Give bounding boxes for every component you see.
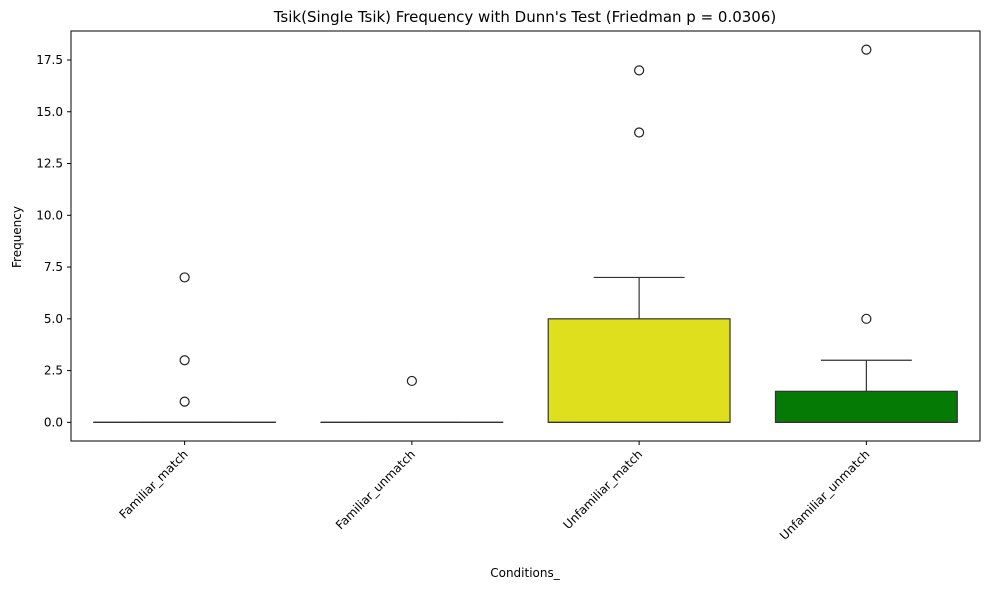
y-tick-label: 7.5 — [44, 260, 63, 274]
y-tick-label: 12.5 — [36, 157, 63, 171]
outlier-point — [179, 355, 190, 366]
outlier-point — [861, 313, 872, 324]
y-tick-label: 17.5 — [36, 53, 63, 67]
x-tick-label: Familiar_unmatch — [333, 447, 418, 532]
x-axis-label: Conditions_ — [490, 566, 561, 580]
y-tick-label: 10.0 — [36, 208, 63, 222]
box-body — [547, 318, 731, 423]
outlier-point — [634, 127, 645, 138]
y-tick-label: 5.0 — [44, 312, 63, 326]
box-body — [774, 390, 958, 423]
x-tick-label: Familiar_match — [116, 447, 190, 521]
outlier-point — [179, 272, 190, 283]
y-axis-label: Frequency — [10, 206, 24, 268]
plot-area-frame — [70, 30, 981, 442]
y-tick-label: 15.0 — [36, 105, 63, 119]
y-tick-label: 0.0 — [44, 415, 63, 429]
outlier-point — [406, 375, 417, 387]
x-tick-label: Unfamiliar_unmatch — [777, 447, 873, 543]
y-tick-label: 2.5 — [44, 364, 63, 378]
outlier-point — [861, 44, 872, 55]
chart-title: Tsik(Single Tsik) Frequency with Dunn's … — [273, 8, 777, 26]
outlier-point — [634, 65, 645, 76]
outlier-point — [179, 396, 190, 407]
x-tick-label: Unfamiliar_match — [560, 447, 645, 532]
